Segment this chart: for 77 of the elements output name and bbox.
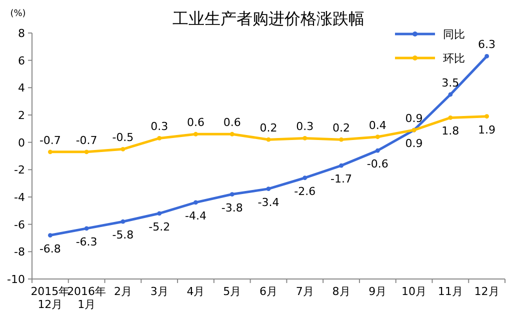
y-tick-label: 4 (18, 82, 25, 95)
data-label: -3.8 (221, 201, 243, 214)
y-tick-label: 6 (18, 54, 25, 68)
data-label: -0.6 (366, 158, 388, 171)
point (120, 219, 126, 224)
data-label: -0.7 (39, 134, 61, 147)
point (484, 114, 490, 119)
chart-title: 工业生产者购进价格涨跌幅 (172, 9, 364, 28)
y-tick-label: -8 (14, 246, 25, 259)
x-tick-label: 11月 (438, 285, 463, 298)
point (84, 226, 89, 231)
point (448, 92, 453, 97)
data-label: 0.6 (223, 116, 241, 130)
point (375, 148, 380, 153)
point (302, 176, 308, 180)
data-label: 0.4 (368, 118, 386, 132)
point (266, 137, 271, 142)
data-label: -2.6 (294, 184, 316, 198)
legend-label: 环比 (443, 52, 465, 65)
x-tick-label: 2015年 12月 (30, 285, 70, 312)
y-tick-label: -2 (14, 164, 25, 177)
data-label: -4.4 (184, 209, 206, 222)
data-label: -1.7 (330, 172, 352, 186)
point (448, 116, 453, 120)
point (375, 134, 380, 140)
x-tick-label: 8月 (332, 285, 350, 298)
x-tick-label: 10月 (402, 285, 427, 298)
data-label: 1.9 (478, 123, 496, 136)
data-label: -5.2 (148, 220, 170, 234)
data-label: -0.7 (76, 134, 98, 147)
x-tick-label: 2月 (114, 285, 132, 298)
data-label: -6.3 (76, 235, 98, 248)
point (230, 132, 234, 136)
x-tick-label: 7月 (296, 285, 314, 298)
data-label: 0.2 (332, 122, 350, 135)
data-label: -3.4 (258, 196, 280, 209)
y-tick-label: 2 (18, 109, 25, 122)
x-tick-label: 3月 (150, 285, 168, 298)
point (157, 136, 162, 140)
y-tick-label: 0 (18, 136, 25, 150)
point (339, 163, 344, 168)
point (120, 146, 126, 152)
x-tick-label: 6月 (260, 285, 278, 298)
data-label: 0.9 (405, 137, 423, 150)
y-tick-label: 8 (18, 27, 25, 40)
x-tick-label: 2016年 1月 (67, 285, 106, 312)
point (48, 150, 52, 154)
data-label: 0.3 (150, 120, 168, 134)
legend-label: 同比 (443, 28, 465, 41)
data-label: -0.5 (112, 131, 134, 144)
data-label: 0.9 (405, 112, 423, 126)
point (266, 186, 271, 191)
data-label: 3.5 (442, 76, 460, 90)
x-tick-label: 5月 (223, 285, 242, 298)
data-label: -6.8 (39, 242, 61, 256)
point (194, 200, 198, 205)
data-label: 0.3 (296, 120, 314, 134)
x-tick-label: 4月 (186, 285, 205, 298)
y-tick-label: -4 (14, 191, 25, 204)
point (157, 211, 162, 216)
point (84, 150, 89, 154)
y-tick-label: -10 (7, 273, 25, 286)
point (230, 192, 234, 196)
data-label: 6.3 (478, 38, 496, 52)
point (194, 132, 198, 136)
y-axis-title: (%) (10, 9, 26, 19)
x-tick-label: 12月 (474, 285, 500, 298)
point (302, 136, 308, 140)
data-label: 0.2 (260, 122, 278, 135)
point (48, 233, 52, 238)
data-label: 0.6 (186, 116, 204, 130)
y-tick-label: -6 (14, 218, 25, 232)
x-tick-label: 9月 (368, 285, 387, 298)
data-label: -5.8 (112, 228, 134, 242)
point (339, 137, 344, 142)
data-label: 1.8 (442, 124, 460, 138)
point (484, 54, 490, 58)
